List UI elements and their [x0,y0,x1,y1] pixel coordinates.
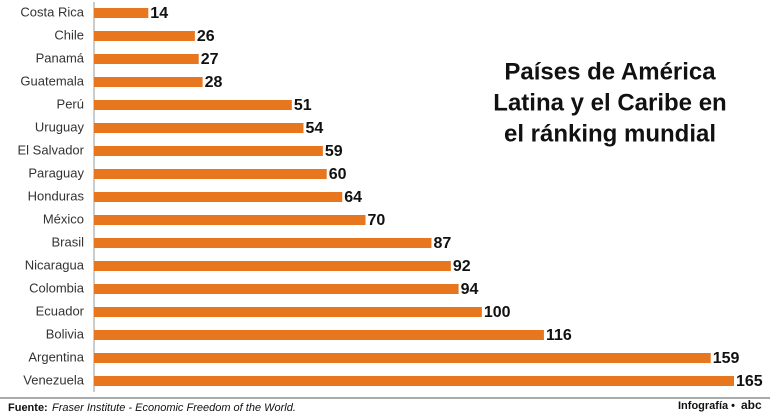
logo: abc [741,398,762,412]
y-tick-label: Chile [54,27,84,42]
value-label: 94 [461,281,479,298]
y-tick-label: Ecuador [36,303,85,318]
value-label: 100 [484,304,511,321]
bar [94,284,459,294]
chart-title: Países de América [504,58,716,85]
chart-title: el ránking mundial [504,120,716,147]
y-tick-label: El Salvador [18,142,85,157]
credit: Infografía • [678,400,735,412]
y-tick-label: Costa Rica [20,4,84,19]
bar [94,353,711,363]
y-tick-label: Panamá [36,50,85,65]
value-label: 27 [201,51,219,68]
y-tick-label: Venezuela [23,372,84,387]
value-label: 54 [305,120,323,137]
value-label: 70 [368,212,386,229]
y-tick-label: Brasil [51,234,84,249]
bar [94,100,292,110]
y-tick-label: Nicaragua [25,257,85,272]
chart-title: Latina y el Caribe en [493,89,726,116]
bar [94,215,366,225]
value-label: 92 [453,258,471,275]
y-tick-label: Honduras [28,188,85,203]
bar [94,31,195,41]
value-label: 165 [736,373,763,390]
bar [94,54,199,64]
value-label: 87 [433,235,451,252]
bar [94,261,451,271]
bar [94,238,432,248]
source-label: Fuente: [8,402,48,414]
value-label: 64 [344,189,362,206]
value-label: 51 [294,97,312,114]
bar [94,192,343,202]
bar [94,8,149,18]
bar [94,307,482,317]
bar [94,169,327,179]
value-label: 116 [546,327,572,344]
y-tick-label: Argentina [28,349,84,364]
value-label: 59 [325,143,343,160]
bar [94,376,734,386]
y-tick-label: Guatemala [20,73,84,88]
y-tick-label: Colombia [29,280,85,295]
y-tick-label: México [43,211,84,226]
value-label: 159 [713,350,740,367]
value-label: 14 [150,5,168,22]
bar [94,146,323,156]
y-tick-label: Uruguay [35,119,85,134]
y-tick-label: Bolivia [46,326,85,341]
value-label: 26 [197,28,215,45]
bar [94,330,544,340]
bar [94,77,203,87]
bar [94,123,304,133]
value-label: 60 [329,166,347,183]
source: Fraser Institute - Economic Freedom of t… [52,402,296,414]
y-tick-label: Perú [57,96,84,111]
y-tick-label: Paraguay [28,165,84,180]
value-label: 28 [205,74,223,91]
